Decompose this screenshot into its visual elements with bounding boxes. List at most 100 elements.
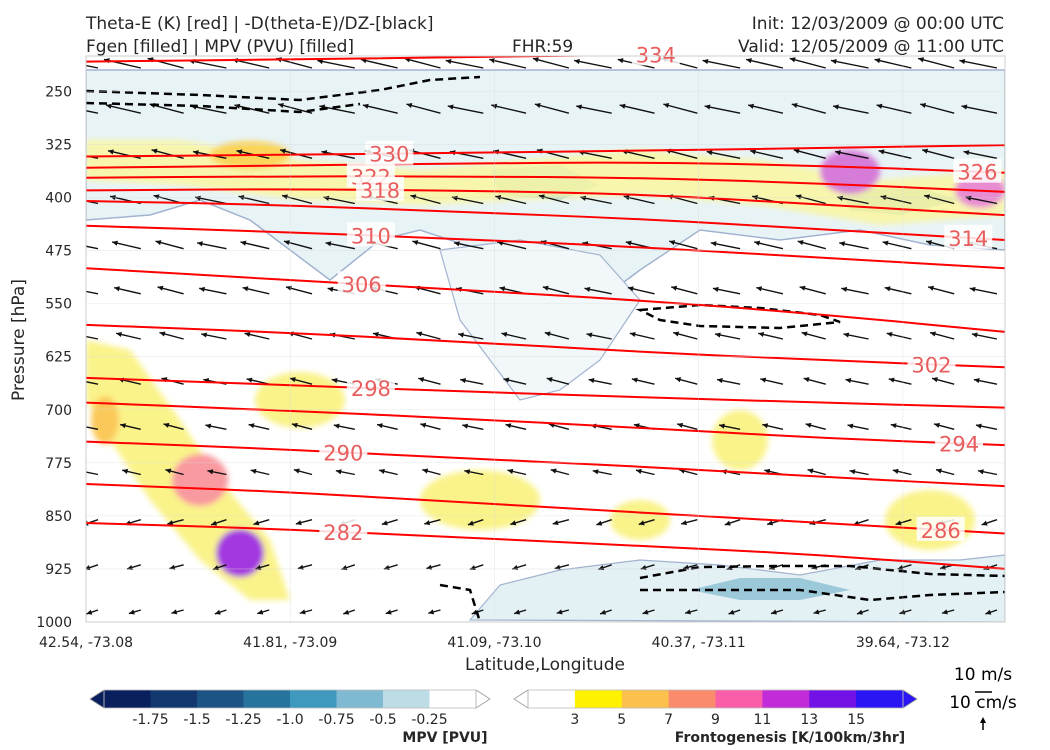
wind-vector-head [631, 377, 638, 383]
cb-fgen-segment [574, 690, 623, 708]
wind-vector [832, 105, 869, 114]
x-tick-label: 41.09, -73.10 [447, 635, 541, 651]
wind-vector-head [426, 564, 433, 570]
wind-vector-head [507, 468, 514, 474]
wind-vector-head [75, 378, 81, 383]
wind-vector-head [317, 58, 324, 65]
wind-vector-head [936, 468, 942, 474]
wind-vector-head [702, 58, 709, 65]
theta-e-label-294: 294 [939, 432, 979, 456]
wind-vector-head [120, 423, 127, 429]
wind-vector-head [244, 331, 251, 338]
wind-vector-head [505, 423, 512, 429]
cb-fgen-tick: 7 [664, 712, 673, 728]
wind-vector [576, 105, 612, 114]
wind-vector-head [803, 377, 810, 383]
wind-vector-head [882, 240, 889, 246]
x-tick-label: 41.81, -73.09 [243, 635, 337, 651]
fgen-right-3 [610, 500, 670, 540]
cb-mpv-tick: -1.5 [183, 712, 210, 728]
wind-vector-head [617, 58, 624, 64]
wind-vector-head [588, 378, 595, 384]
wind-vector-head [830, 58, 837, 65]
wind-vector [704, 105, 741, 114]
theta-e-label-318: 318 [360, 179, 400, 203]
wind-vector-head [918, 57, 925, 63]
wind-vector-head [422, 468, 429, 474]
wind-vector-head [629, 331, 636, 338]
wind-vector [621, 150, 655, 160]
y-tick-label: 1000 [36, 615, 72, 631]
wind-vector-head [849, 469, 856, 475]
wind-vector-head [837, 195, 844, 201]
cb-mpv-frame [103, 689, 477, 709]
y-axis-label: Pressure [hPa] [9, 279, 29, 401]
wind-vector [151, 149, 184, 160]
dtheta-dz-contour-low1 [639, 564, 1005, 580]
wind-vector-head [874, 58, 881, 64]
wind-legend-vertical-head [980, 717, 986, 723]
wind-vector-head [671, 285, 678, 291]
y-tick-label: 925 [45, 562, 72, 578]
plot-frame [85, 55, 1006, 623]
wind-vector-head [195, 195, 201, 201]
cb-mpv-tick: -0.5 [369, 712, 396, 728]
wind-vector-head [756, 286, 763, 292]
wind-vector-head [467, 520, 474, 526]
wind-vector-head [635, 468, 642, 474]
wind-vector-head [969, 286, 976, 292]
wind-vector [489, 58, 527, 69]
cb-fgen-segment [668, 690, 716, 708]
wind-vector-head [600, 609, 607, 615]
wind-vector-head [114, 286, 120, 292]
cb-fgen-segment [621, 690, 670, 708]
fgen-left-core3 [91, 396, 119, 444]
wind-vector-head [728, 609, 735, 615]
wind-vector-head [385, 609, 392, 615]
wind-vector-head [924, 194, 931, 200]
wind-vector [961, 105, 998, 114]
y-tick-label: 250 [45, 84, 72, 100]
wind-vector-head [197, 241, 203, 247]
wind-vector-head [77, 424, 83, 429]
wind-vector [86, 335, 99, 340]
wind-vector-head [295, 520, 302, 526]
wind-vector-head [771, 609, 777, 615]
wind-vector-head [278, 102, 284, 109]
theta-e-contour-294 [86, 401, 1005, 447]
y-tick-label: 700 [45, 403, 72, 419]
wind-vector-head [714, 332, 721, 338]
wind-vector-head [377, 423, 383, 429]
wind-vector-head [71, 287, 77, 292]
wind-vector [878, 150, 912, 160]
wind-vector-head [418, 377, 425, 383]
wind-vector-head [410, 194, 417, 200]
wind-vector-head [299, 609, 306, 615]
wind-vector [963, 150, 998, 160]
theta-e-label-334: 334 [636, 43, 676, 67]
cb-fgen-segment [856, 690, 904, 708]
wind-vector-head [343, 609, 350, 615]
mpv-colorbar-title: MPV [PVU] [402, 730, 487, 746]
theta-e-label-310: 310 [351, 224, 391, 248]
wind-vector-head [758, 331, 765, 338]
wind-vector-head [281, 194, 288, 200]
wind-vector [86, 110, 99, 114]
wind-vector-head [362, 103, 369, 109]
wind-vector-head [685, 609, 691, 615]
wind-vector [747, 104, 784, 114]
wind-vector-head [795, 194, 802, 200]
wind-vector-head [205, 423, 212, 429]
dtheta-dz-contour-upper [86, 75, 481, 102]
wind-vector-head [574, 58, 580, 65]
wind-vector-head [199, 286, 205, 292]
wind-vector [190, 105, 227, 114]
wind-vector-head [552, 520, 559, 526]
wind-vector [921, 149, 955, 160]
dtheta-dz-contour-low2 [640, 588, 1005, 602]
theta-e-contour-302 [86, 323, 1005, 369]
wind-vector-head [128, 609, 135, 615]
wind-vector [406, 103, 441, 114]
wind-vector-head [155, 240, 162, 246]
wind-vector-head [242, 286, 249, 292]
